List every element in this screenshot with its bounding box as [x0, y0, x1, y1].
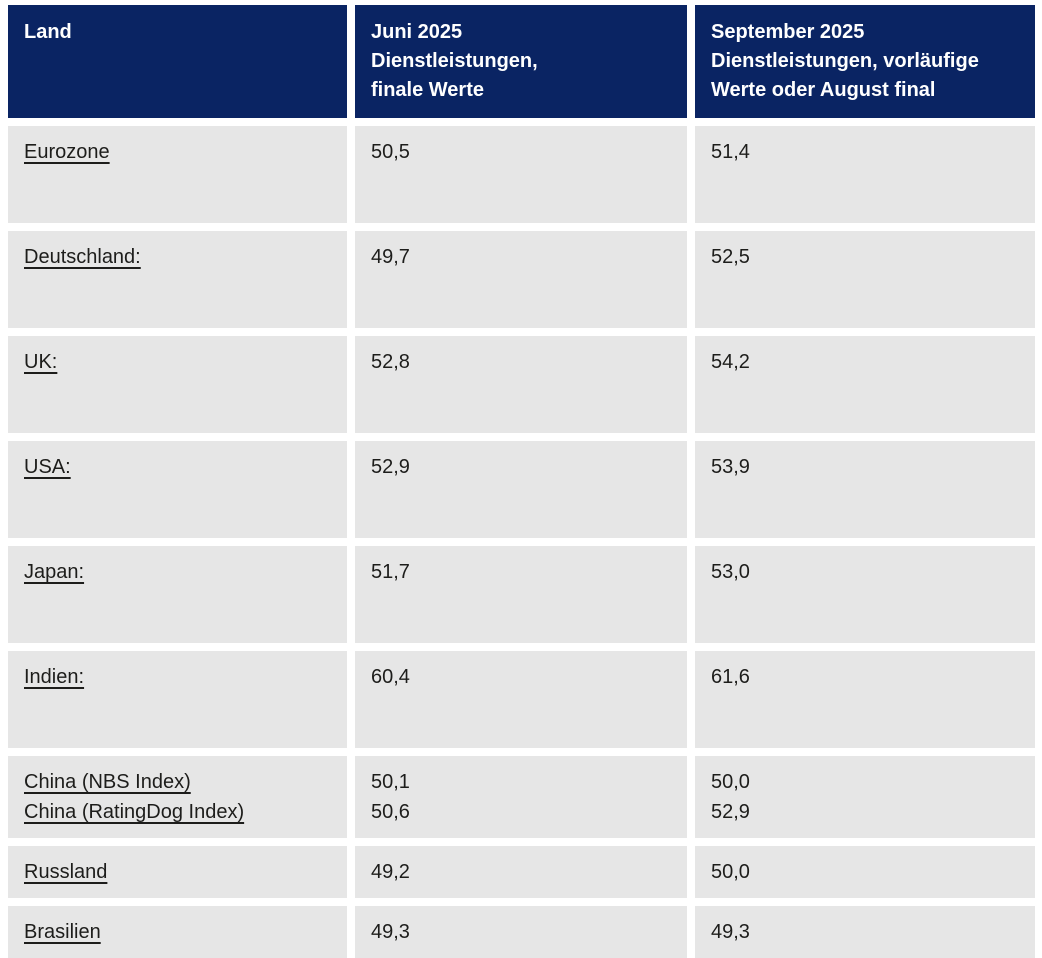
country-cell: Russland: [8, 846, 347, 898]
june-value-cell: 52,9: [355, 441, 687, 538]
june-value: 49,3: [371, 921, 410, 943]
country-line: China (RatingDog Index): [24, 797, 333, 827]
june-value: 60,4: [371, 666, 410, 688]
september-value: 54,2: [711, 351, 750, 373]
june-value: 49,2: [371, 861, 410, 883]
september-value: 52,5: [711, 246, 750, 268]
country-line: UK:: [24, 347, 333, 377]
country-link[interactable]: Deutschland:: [24, 246, 141, 268]
country-cell: Japan:: [8, 546, 347, 643]
september-value-cell: 51,4: [695, 126, 1035, 223]
september-value-cell: 50,0: [695, 846, 1035, 898]
country-link[interactable]: Japan:: [24, 561, 85, 583]
september-value-cell: 53,0: [695, 546, 1035, 643]
country-cell: USA:: [8, 441, 347, 538]
column-header-land: Land: [8, 5, 347, 118]
september-value: 51,4: [711, 141, 750, 163]
june-value-cell: 50,5: [355, 126, 687, 223]
september-value: 49,3: [711, 921, 750, 943]
country-line: USA:: [24, 452, 333, 482]
country-line: Russland: [24, 857, 333, 887]
column-header-june-2025: Juni 2025 Dienstleistungen, finale Werte: [355, 5, 687, 118]
country-line: China (NBS Index): [24, 767, 333, 797]
september-value-cell: 52,5: [695, 231, 1035, 328]
country-link[interactable]: China (RatingDog Index): [24, 801, 245, 823]
country-line: Japan:: [24, 557, 333, 587]
june-value: 52,9: [371, 456, 410, 478]
country-cell: UK:: [8, 336, 347, 433]
country-link[interactable]: China (NBS Index): [24, 771, 191, 793]
pmi-table: Land Juni 2025 Dienstleistungen, finale …: [8, 5, 1035, 958]
june-value: 52,8: [371, 351, 410, 373]
september-value: 50,0: [711, 771, 750, 793]
september-value: 53,0: [711, 561, 750, 583]
june-value-cell: 49,3: [355, 906, 687, 958]
june-value: 50,6: [371, 801, 410, 823]
country-line: Indien:: [24, 662, 333, 692]
country-link[interactable]: USA:: [24, 456, 71, 478]
country-cell: China (NBS Index) China (RatingDog Index): [8, 756, 347, 838]
country-cell: Deutschland:: [8, 231, 347, 328]
country-line: Deutschland:: [24, 242, 333, 272]
september-value: 53,9: [711, 456, 750, 478]
june-value-cell: 52,8: [355, 336, 687, 433]
september-value: 52,9: [711, 801, 750, 823]
june-value-cell: 51,7: [355, 546, 687, 643]
june-value: 51,7: [371, 561, 410, 583]
june-value: 50,5: [371, 141, 410, 163]
country-link[interactable]: Eurozone: [24, 141, 110, 163]
june-value: 50,1: [371, 771, 410, 793]
country-line: Brasilien: [24, 917, 333, 947]
country-link[interactable]: Indien:: [24, 666, 85, 688]
country-cell: Indien:: [8, 651, 347, 748]
country-cell: Brasilien: [8, 906, 347, 958]
september-value: 61,6: [711, 666, 750, 688]
country-link[interactable]: Russland: [24, 861, 108, 883]
column-header-september-2025: September 2025 Dienstleistungen, vorläuf…: [695, 5, 1035, 118]
june-value-cell: 60,4: [355, 651, 687, 748]
june-value-cell: 49,2: [355, 846, 687, 898]
september-value-cell: 50,0 52,9: [695, 756, 1035, 838]
june-value: 49,7: [371, 246, 410, 268]
september-value-cell: 54,2: [695, 336, 1035, 433]
september-value-cell: 61,6: [695, 651, 1035, 748]
june-value-cell: 49,7: [355, 231, 687, 328]
country-line: Eurozone: [24, 137, 333, 167]
country-link[interactable]: Brasilien: [24, 921, 101, 943]
september-value: 50,0: [711, 861, 750, 883]
june-value-cell: 50,1 50,6: [355, 756, 687, 838]
country-cell: Eurozone: [8, 126, 347, 223]
country-link[interactable]: UK:: [24, 351, 58, 373]
september-value-cell: 49,3: [695, 906, 1035, 958]
september-value-cell: 53,9: [695, 441, 1035, 538]
